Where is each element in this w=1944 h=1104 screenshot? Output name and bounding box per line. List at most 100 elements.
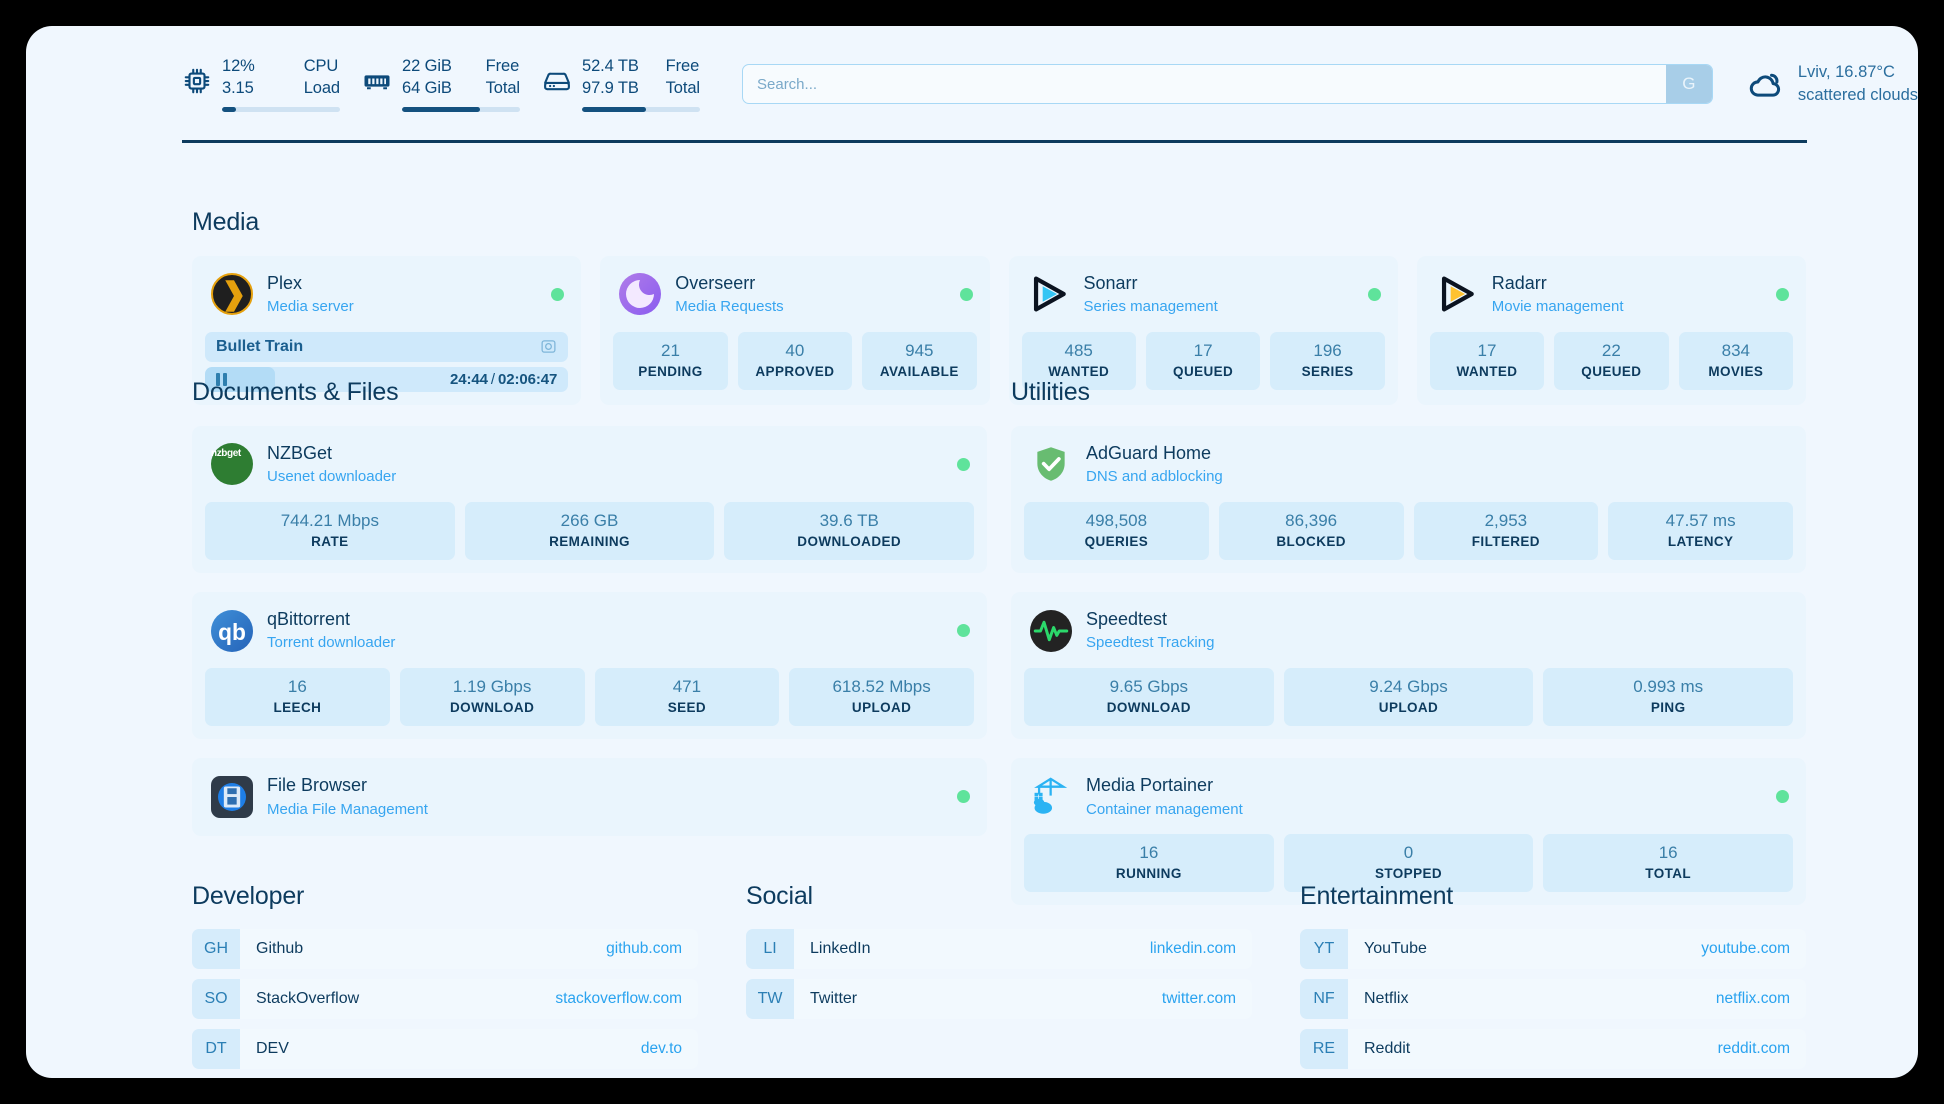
service-description: Speedtest Tracking bbox=[1086, 634, 1215, 652]
stat-tile[interactable]: 9.24 Gbps UPLOAD bbox=[1283, 667, 1534, 727]
pause-icon[interactable] bbox=[216, 372, 227, 386]
bookmark-item[interactable]: SO StackOverflow stackoverflow.com bbox=[192, 979, 698, 1019]
stat-tile[interactable]: 1.19 Gbps DOWNLOAD bbox=[399, 667, 585, 727]
stat-tile[interactable]: 16 RUNNING bbox=[1024, 834, 1274, 893]
stat-tile[interactable]: 16 TOTAL bbox=[1543, 834, 1794, 893]
cpu-icon bbox=[182, 66, 212, 96]
bookmark-item[interactable]: RE Reddit reddit.com bbox=[1300, 1029, 1806, 1069]
resource-widgets: 12% 3.15 CPU Load 22 GiB 64 GiB Free Total 52.4 … bbox=[182, 56, 700, 113]
search-input[interactable] bbox=[743, 65, 1666, 103]
stat-label: DOWNLOAD bbox=[1106, 699, 1191, 715]
stat-tile[interactable]: 16 LEECH bbox=[205, 667, 390, 727]
bookmark-item[interactable]: DT DEV dev.to bbox=[192, 1029, 698, 1069]
stat-tile[interactable]: 22 QUEUED bbox=[1554, 331, 1669, 391]
service-card[interactable]: File Browser Media File Management bbox=[192, 758, 987, 837]
stat-tile[interactable]: 618.52 Mbps UPLOAD bbox=[789, 667, 974, 727]
service-card-titles: Media Portainer Container management bbox=[1086, 774, 1243, 819]
service-card-header[interactable]: Plex Media server bbox=[205, 268, 568, 321]
stat-value: 834 bbox=[1721, 340, 1750, 360]
bookmark-abbr: DT bbox=[192, 1029, 240, 1069]
stat-tile[interactable]: 17 WANTED bbox=[1429, 331, 1545, 391]
resource-progress-bar bbox=[582, 106, 700, 113]
bookmark-item[interactable]: NF Netflix netflix.com bbox=[1300, 979, 1806, 1019]
stat-tile[interactable]: 834 MOVIES bbox=[1678, 331, 1794, 391]
resource-value-secondary: 3.15 bbox=[222, 78, 254, 97]
bookmark-item[interactable]: LI LinkedIn linkedin.com bbox=[746, 929, 1252, 969]
service-card-header[interactable]: Radarr Movie management bbox=[1430, 268, 1793, 321]
stat-tile[interactable]: 2,953 FILTERED bbox=[1413, 501, 1599, 561]
bookmark-abbr: RE bbox=[1300, 1029, 1348, 1069]
service-card-header[interactable]: qb qBittorrent Torrent downloader bbox=[205, 604, 974, 657]
service-card-header[interactable]: Sonarr Series management bbox=[1022, 268, 1385, 321]
service-card[interactable]: Speedtest Speedtest Tracking 9.65 Gbps DOWN… bbox=[1011, 592, 1806, 740]
service-card[interactable]: Overseerr Media Requests 21 PENDING 40 APPROV… bbox=[600, 256, 990, 405]
now-playing-title-bar[interactable]: Bullet Train bbox=[205, 331, 569, 362]
stat-tile[interactable]: 498,508 QUERIES bbox=[1024, 501, 1209, 561]
bookmark-group-title: Entertainment bbox=[1300, 882, 1454, 910]
resource-labels: CPU Load bbox=[304, 56, 340, 100]
stat-tile[interactable]: 266 GB REMAINING bbox=[464, 501, 715, 561]
service-card-titles: Speedtest Speedtest Tracking bbox=[1086, 608, 1214, 653]
bookmark-list: LI LinkedIn linkedin.com TW Twitter twitter.c… bbox=[746, 929, 1252, 1019]
bookmark-url: github.com bbox=[606, 940, 682, 957]
service-card-header[interactable]: nzbget NZBGet Usenet downloader bbox=[205, 438, 974, 491]
bookmark-name: Github bbox=[256, 940, 304, 957]
stat-tile[interactable]: 17 QUEUED bbox=[1145, 331, 1261, 391]
bookmark-item[interactable]: GH Github github.com bbox=[192, 929, 698, 969]
service-card[interactable]: Sonarr Series management 485 WANTED 17 QUEUED… bbox=[1008, 256, 1398, 405]
service-card[interactable]: qb qBittorrent Torrent downloader 16 LEECH 1.… bbox=[192, 592, 987, 740]
stat-tile[interactable]: 86,396 BLOCKED bbox=[1218, 501, 1404, 561]
bookmark-item[interactable]: YT YouTube youtube.com bbox=[1300, 929, 1806, 969]
cast-icon[interactable] bbox=[540, 338, 557, 355]
stat-tile[interactable]: 0.993 ms PING bbox=[1543, 667, 1794, 727]
service-card-titles: qBittorrent Torrent downloader bbox=[267, 608, 395, 653]
stat-label: DOWNLOAD bbox=[450, 699, 535, 715]
stat-tile[interactable]: 744.21 Mbps RATE bbox=[205, 501, 455, 561]
stat-tile[interactable]: 945 AVAILABLE bbox=[862, 331, 977, 391]
service-name: AdGuard Home bbox=[1086, 443, 1212, 463]
stat-label: UPLOAD bbox=[851, 699, 912, 715]
stat-tile[interactable]: 196 SERIES bbox=[1270, 331, 1385, 391]
stat-tile[interactable]: 39.6 TB DOWNLOADED bbox=[724, 501, 975, 561]
service-stats: 744.21 Mbps RATE 266 GB REMAINING 39.6 TB DOW… bbox=[205, 501, 975, 561]
service-card[interactable]: AdGuard Home DNS and adblocking 498,508 QUE… bbox=[1011, 426, 1806, 574]
nzbget-logo: nzbget bbox=[211, 443, 253, 486]
resource-body: 52.4 TB 97.9 TB Free Total bbox=[582, 56, 700, 113]
now-playing-progress[interactable]: 24:44/02:06:47 bbox=[205, 366, 569, 392]
bookmark-url: netflix.com bbox=[1715, 990, 1790, 1007]
stat-tile[interactable]: 485 WANTED bbox=[1021, 331, 1136, 391]
service-card[interactable]: nzbget NZBGet Usenet downloader 744.21 Mbps… bbox=[192, 426, 987, 574]
media-card-grid: Plex Media server Bullet Train 24:44/02:06:… bbox=[192, 256, 1806, 405]
resource-labels: Free Total bbox=[486, 56, 520, 100]
search-provider-button[interactable]: G bbox=[1665, 65, 1712, 103]
stat-tile[interactable]: 471 SEED bbox=[594, 667, 780, 727]
stat-label: RATE bbox=[311, 533, 349, 549]
stat-value: 9.24 Gbps bbox=[1369, 676, 1448, 696]
service-description: Media Requests bbox=[675, 298, 784, 316]
service-card-header[interactable]: Speedtest Speedtest Tracking bbox=[1024, 604, 1793, 657]
stat-tile[interactable]: 9.65 Gbps DOWNLOAD bbox=[1024, 667, 1274, 727]
service-name: qBittorrent bbox=[267, 609, 351, 630]
stat-label: LATENCY bbox=[1667, 533, 1734, 549]
stat-tile[interactable]: 47.57 ms LATENCY bbox=[1608, 501, 1793, 561]
stat-tile[interactable]: 21 PENDING bbox=[613, 331, 728, 391]
service-card[interactable]: Plex Media server Bullet Train 24:44/02:06:… bbox=[192, 256, 582, 405]
stat-label: QUERIES bbox=[1084, 533, 1149, 549]
service-card-header[interactable]: AdGuard Home DNS and adblocking bbox=[1024, 438, 1793, 491]
bookmark-url: reddit.com bbox=[1717, 1040, 1790, 1057]
resource-label-secondary: Total bbox=[665, 78, 700, 97]
status-badge bbox=[957, 790, 970, 804]
service-card-header[interactable]: File Browser Media File Management bbox=[205, 770, 974, 823]
search-bar[interactable]: G bbox=[742, 64, 1713, 104]
stat-tile[interactable]: 40 APPROVED bbox=[737, 331, 853, 391]
service-name: NZBGet bbox=[267, 443, 333, 463]
bookmark-item[interactable]: TW Twitter twitter.com bbox=[746, 979, 1252, 1019]
service-card-titles: Overseerr Media Requests bbox=[675, 272, 783, 317]
service-card-header[interactable]: Overseerr Media Requests bbox=[613, 268, 976, 321]
service-card[interactable]: Radarr Movie management 17 WANTED 22 QUEUED 83… bbox=[1416, 256, 1806, 405]
stat-tile[interactable]: 0 STOPPED bbox=[1283, 834, 1534, 893]
service-card[interactable]: Media Portainer Container management 16 RUN… bbox=[1011, 758, 1806, 906]
stat-label: SERIES bbox=[1301, 363, 1354, 379]
resource-progress-bar bbox=[402, 106, 520, 113]
service-card-header[interactable]: Media Portainer Container management bbox=[1024, 770, 1793, 823]
